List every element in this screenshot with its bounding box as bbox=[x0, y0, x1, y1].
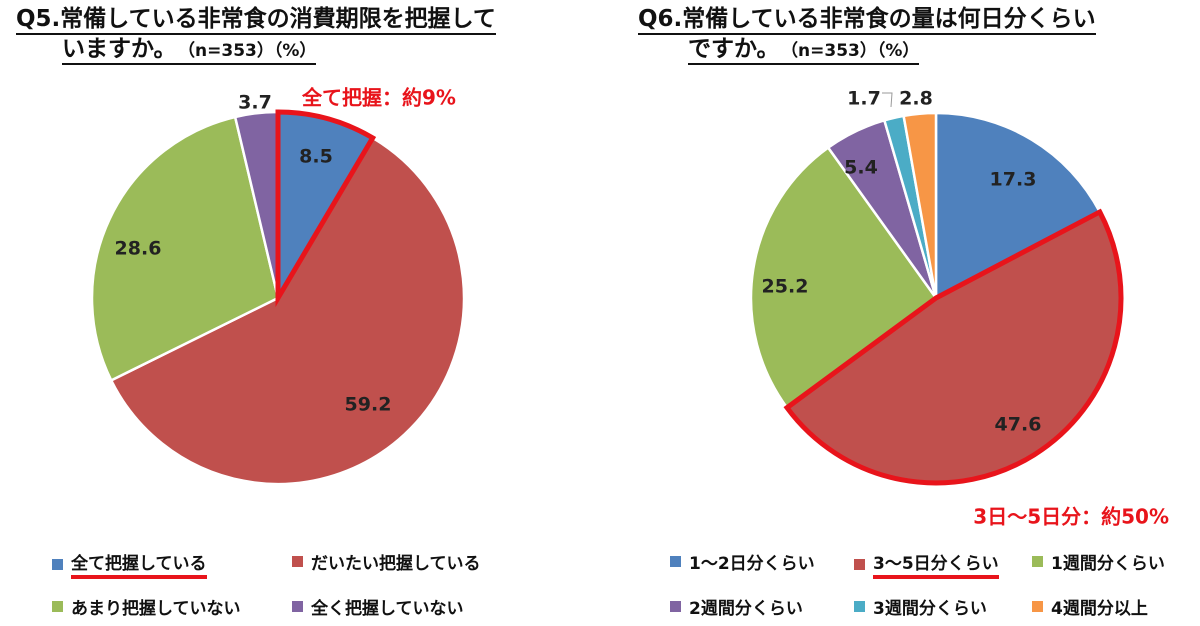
legend-label: 1週間分くらい bbox=[1051, 554, 1165, 574]
data-label: 2.8 bbox=[899, 88, 933, 110]
legend-label: 3週間分くらい bbox=[873, 599, 987, 619]
pie-slice bbox=[109, 136, 466, 486]
pie-slice bbox=[902, 111, 938, 299]
highlight-outline bbox=[783, 208, 1124, 486]
legend-item: 1週間分くらい bbox=[1032, 549, 1165, 574]
callout-annotation: 3日～5日分：約50% bbox=[973, 505, 1169, 529]
legend-label: だいたい把握している bbox=[311, 554, 481, 574]
chart-panel-q6: Q6.常備している非常食の量は何日分くらい ですか。 （n=353）（%） 17.… bbox=[600, 0, 1200, 626]
pie-chart-q5: 8.5 59.2 28.6 3.7 全て把握：約9% bbox=[90, 86, 466, 486]
pie-chart-q6: 17.3 47.6 25.2 5.4 1.7 2.8 3日～5日分：約50% bbox=[749, 88, 1169, 529]
legend-item: 3週間分くらい bbox=[854, 594, 987, 619]
legend-swatch bbox=[52, 558, 63, 570]
highlight-outline bbox=[275, 109, 377, 308]
data-label: 47.6 bbox=[995, 414, 1042, 436]
data-label: 28.6 bbox=[115, 238, 162, 260]
legend-item: 1～2日分くらい bbox=[670, 549, 815, 574]
legend-swatch bbox=[854, 558, 865, 570]
data-label: 8.5 bbox=[299, 146, 333, 168]
data-label: 17.3 bbox=[990, 169, 1037, 191]
title-line2: いますか。 bbox=[62, 36, 177, 62]
legend-swatch bbox=[854, 601, 865, 612]
legend-item: だいたい把握している bbox=[292, 549, 481, 574]
legend-label: 2週間分くらい bbox=[689, 599, 803, 619]
data-label: 59.2 bbox=[345, 394, 392, 416]
legend-label: 全て把握している bbox=[71, 549, 207, 579]
legend-item: 全て把握している bbox=[52, 549, 207, 579]
title-meta: （n=353）（%） bbox=[789, 41, 920, 61]
title-line1: Q5.常備している非常食の消費期限を把握して bbox=[16, 6, 496, 35]
legend-label: 3～5日分くらい bbox=[873, 549, 999, 579]
legend-swatch bbox=[52, 601, 63, 612]
legend-swatch bbox=[1032, 601, 1043, 612]
chart-title-q5: Q5.常備している非常食の消費期限を把握して いますか。 （n=353）（%） bbox=[16, 4, 496, 66]
title-line1: Q6.常備している非常食の量は何日分くらい bbox=[638, 6, 1096, 35]
legend-item: あまり把握していない bbox=[52, 594, 241, 619]
legend-item: 2週間分くらい bbox=[670, 594, 803, 619]
legend-swatch bbox=[292, 556, 303, 567]
pie-slice bbox=[934, 111, 1102, 301]
legend-swatch bbox=[670, 601, 681, 612]
legend-label: 4週間分以上 bbox=[1051, 599, 1148, 619]
legend-label: あまり把握していない bbox=[71, 599, 241, 619]
pie-slice bbox=[90, 115, 280, 383]
data-label: 3.7 bbox=[238, 92, 272, 114]
legend-item: 3～5日分くらい bbox=[854, 549, 999, 579]
legend-item: 4週間分以上 bbox=[1032, 594, 1148, 619]
data-label: 5.4 bbox=[844, 157, 878, 179]
legend-label: 1～2日分くらい bbox=[689, 554, 815, 574]
title-meta: （n=353）（%） bbox=[186, 41, 317, 61]
legend-swatch bbox=[1032, 556, 1043, 567]
leader-line bbox=[882, 92, 893, 108]
data-label: 25.2 bbox=[762, 276, 809, 298]
legend-item: 全く把握していない bbox=[292, 594, 464, 619]
pie-slice bbox=[749, 145, 938, 410]
data-label: 1.7 bbox=[847, 88, 881, 110]
chart-panel-q5: Q5.常備している非常食の消費期限を把握して いますか。 （n=353）（%） 8… bbox=[16, 4, 496, 619]
chart-title-q6: Q6.常備している非常食の量は何日分くらい ですか。 （n=353）（%） bbox=[638, 4, 1096, 66]
title-line2: ですか。 bbox=[688, 36, 780, 62]
callout-annotation: 全て把握：約9% bbox=[301, 86, 456, 110]
legend-label: 全く把握していない bbox=[311, 599, 464, 619]
legend-swatch bbox=[292, 601, 303, 612]
legend-swatch bbox=[670, 556, 681, 567]
